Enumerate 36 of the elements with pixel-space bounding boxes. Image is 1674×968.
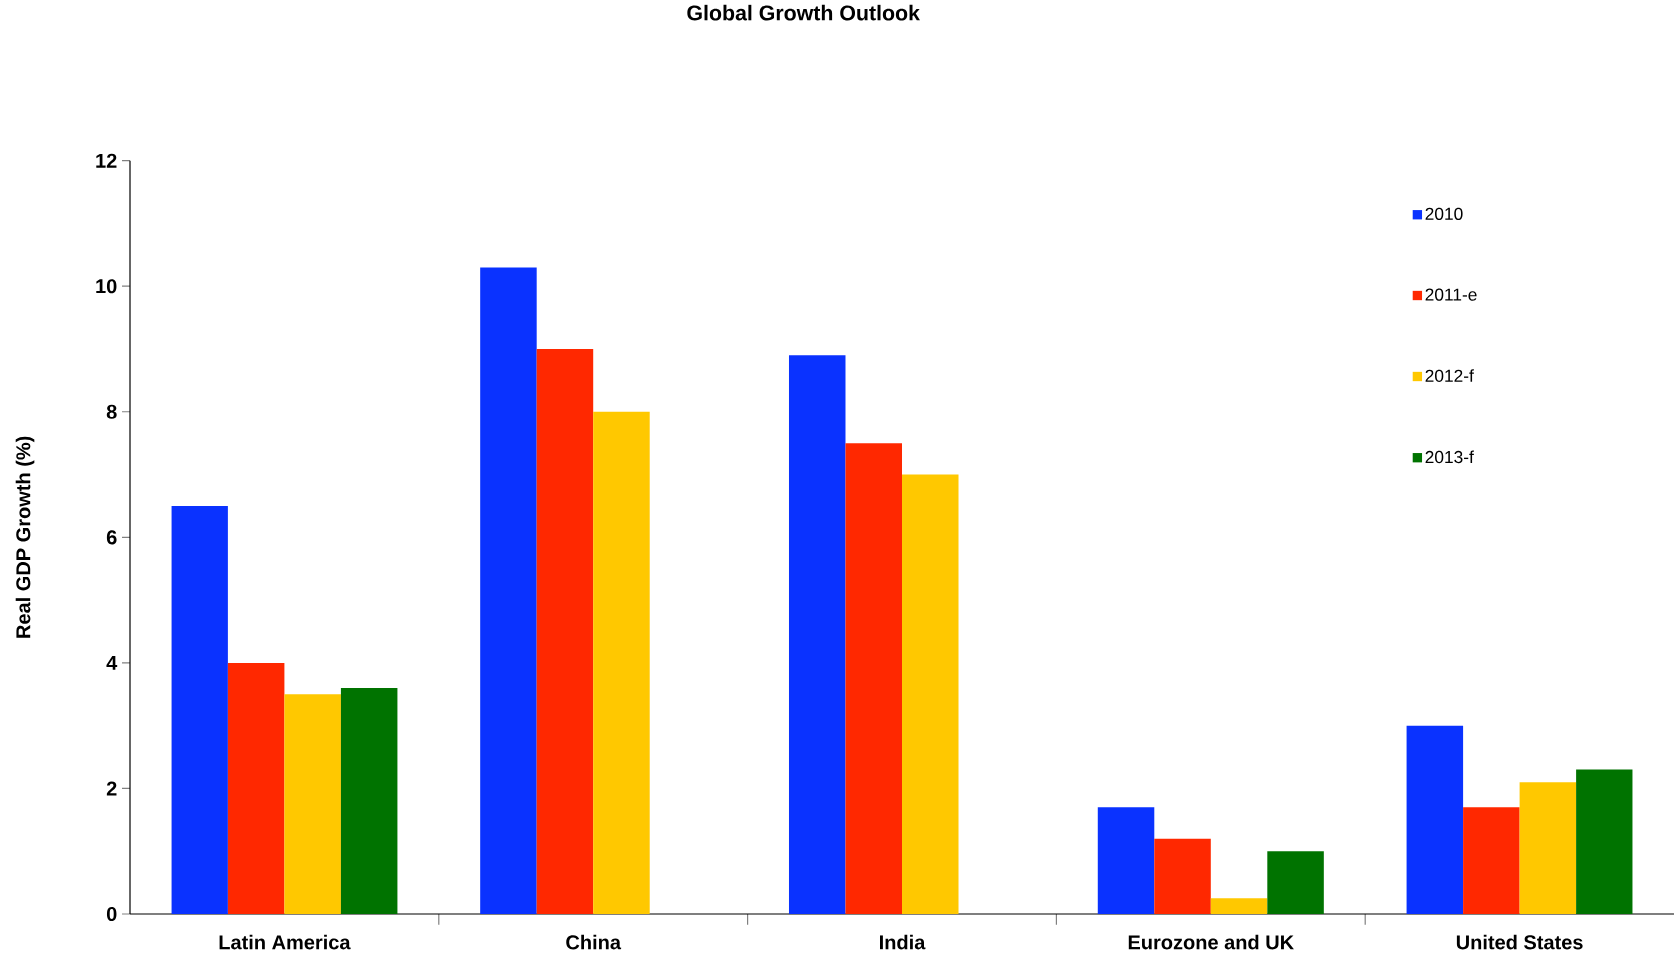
x-tick-label: Eurozone and UK: [1128, 934, 1294, 950]
bar: [902, 474, 959, 914]
bar: [1576, 769, 1633, 914]
bar: [284, 694, 341, 914]
x-tick-label: United States: [1456, 934, 1583, 950]
bar: [1210, 898, 1268, 914]
x-tick-label: Latin America: [219, 934, 351, 950]
bar: [1406, 725, 1464, 914]
legend-label: 2011-e: [1425, 288, 1477, 301]
y-tick-label: 0: [106, 906, 117, 922]
bar: [227, 662, 285, 914]
x-tick-label: China: [566, 934, 622, 950]
y-axis-title: Real GDP Growth (%): [15, 436, 35, 638]
y-tick-label: 4: [106, 656, 118, 670]
bar: [788, 355, 846, 914]
y-tick-label: 2: [106, 781, 117, 796]
bar: [1097, 807, 1155, 914]
bar: [1463, 807, 1520, 914]
bar: [480, 267, 537, 914]
y-tick-label: 10: [96, 279, 117, 294]
bar: [1267, 851, 1324, 914]
bar: [171, 505, 228, 914]
y-tick-label: 6: [106, 530, 117, 545]
y-tick-label: 12: [96, 153, 117, 168]
bar: [340, 688, 398, 914]
bar: [1519, 782, 1577, 914]
bar: [1154, 838, 1211, 914]
legend-label: 2010: [1425, 207, 1463, 220]
bar: [536, 349, 594, 914]
chart-title: Global Growth Outlook: [687, 4, 920, 21]
bar: [593, 411, 650, 914]
x-tick-label: India: [880, 934, 926, 950]
legend-label: 2012-f: [1425, 369, 1474, 382]
bar: [845, 443, 902, 914]
y-tick-label: 8: [106, 404, 117, 419]
legend-label: 2013-f: [1425, 450, 1474, 464]
